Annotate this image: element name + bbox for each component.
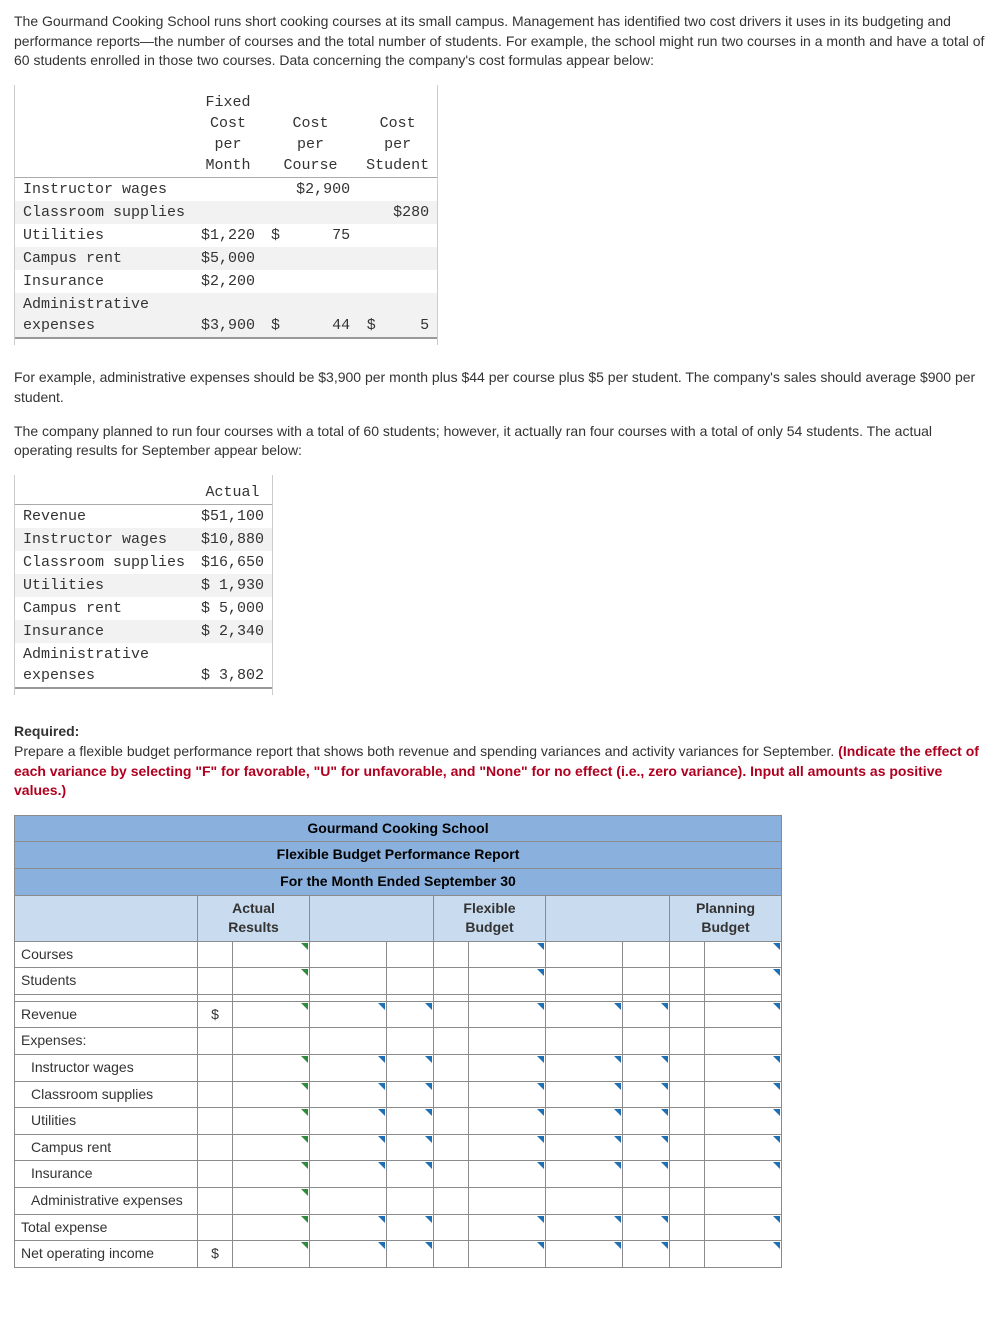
cost-hdr-fixed: FixedCostperMonth [193, 91, 263, 178]
report-row: Instructor wages10,880 [15, 1055, 782, 1082]
actual-row: Revenue$51,100 [15, 504, 272, 528]
intro-paragraph-1: The Gourmand Cooking School runs short c… [14, 12, 990, 71]
cost-hdr-student: CostperStudent [358, 91, 437, 178]
actual-row: Administrativeexpenses$ 3,802 [15, 643, 272, 688]
report-title-1: Gourmand Cooking School [15, 815, 782, 842]
report-row: Students54 [15, 968, 782, 995]
cost-row: Instructor wages$2,900 [15, 177, 437, 201]
colhdr-flexible: FlexibleBudget [434, 895, 546, 941]
report-row: Revenue$51,100 [15, 1001, 782, 1028]
actual-row: Campus rent$ 5,000 [15, 597, 272, 620]
report-row: Courses4 [15, 941, 782, 968]
required-block: Required: Prepare a flexible budget perf… [14, 722, 990, 800]
performance-report-table: Gourmand Cooking School Flexible Budget … [14, 815, 782, 1268]
intro-paragraph-2: For example, administrative expenses sho… [14, 368, 990, 407]
report-row: Classroom supplies16,650 [15, 1081, 782, 1108]
actual-results-table: Actual Revenue$51,100Instructor wages$10… [15, 481, 272, 689]
actual-row: Classroom supplies$16,650 [15, 551, 272, 574]
report-row: Total expense40,602 [15, 1214, 782, 1241]
actual-row: Insurance$ 2,340 [15, 620, 272, 643]
report-title-3: For the Month Ended September 30 [15, 868, 782, 895]
report-row: Insurance2,340 [15, 1161, 782, 1188]
colhdr-planning: PlanningBudget [670, 895, 782, 941]
required-heading: Required: [14, 723, 79, 739]
cost-row: Utilities$1,220$75 [15, 224, 437, 247]
report-title-2: Flexible Budget Performance Report [15, 842, 782, 869]
actual-row: Utilities$ 1,930 [15, 574, 272, 597]
cost-row: Campus rent$5,000 [15, 247, 437, 270]
actual-row: Instructor wages$10,880 [15, 528, 272, 551]
report-row: Administrative expenses3,802 [15, 1188, 782, 1215]
colhdr-actual: ActualResults [198, 895, 310, 941]
actual-hdr: Actual [193, 481, 272, 505]
required-text: Prepare a flexible budget performance re… [14, 743, 838, 759]
cost-row: Administrativeexpenses$3,900$44$5 [15, 293, 437, 338]
report-row: Campus rent5,000 [15, 1134, 782, 1161]
report-row-expenses-label: Expenses: [15, 1028, 782, 1055]
report-row: Net operating income$10,498 [15, 1241, 782, 1268]
cost-row: Insurance$2,200 [15, 270, 437, 293]
report-row: Utilities1,930 [15, 1108, 782, 1135]
cost-hdr-course: CostperCourse [263, 91, 358, 178]
intro-paragraph-3: The company planned to run four courses … [14, 422, 990, 461]
cost-row: Classroom supplies$280 [15, 201, 437, 224]
cost-formulas-table: FixedCostperMonth CostperCourse CostperS… [15, 91, 437, 339]
